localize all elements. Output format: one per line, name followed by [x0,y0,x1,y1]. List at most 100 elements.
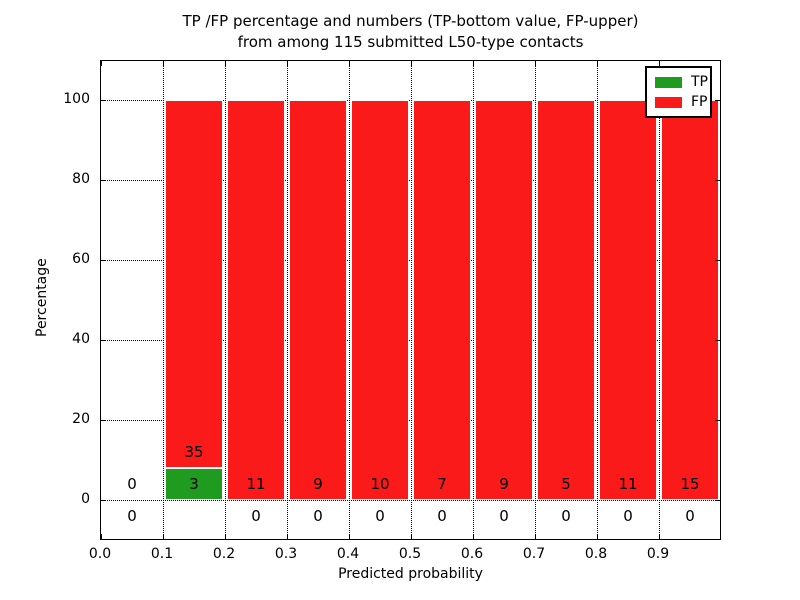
zero-gridline [101,500,720,501]
tp-count-label: 0 [313,507,323,525]
tp-count-label: 0 [561,507,571,525]
tp-count-label: 0 [623,507,633,525]
v-gridline [659,61,660,539]
y-tick [715,500,720,501]
tp-count-label: 0 [375,507,385,525]
fp-swatch-icon [655,96,682,108]
fp-count-label: 15 [680,475,700,493]
chart-title: TP /FP percentage and numbers (TP-bottom… [100,11,721,53]
y-tick [715,420,720,421]
fp-bar-segment [227,100,285,500]
y-tick [101,420,106,421]
x-tick [349,534,350,539]
chart-title-line2: from among 115 submitted L50-type contac… [237,33,584,51]
tp-count-label: 0 [499,507,509,525]
x-tick [287,534,288,539]
tp-count-label: 0 [127,507,137,525]
v-gridline [411,61,412,539]
fp-bar-segment [537,100,595,500]
x-tick [473,61,474,66]
x-tick-label: 0.5 [398,546,422,562]
fp-count-label: 0 [127,475,137,493]
x-tick [411,61,412,66]
y-tick-label: 40 [72,331,90,347]
v-gridline [597,61,598,539]
fp-count-label: 9 [499,475,509,493]
h-gridline [101,260,720,261]
y-tick [101,100,106,101]
v-gridline [225,61,226,539]
y-tick-label: 20 [72,411,90,427]
x-tick [535,61,536,66]
fp-count-label: 9 [313,475,323,493]
fp-bar-segment [475,100,533,500]
y-tick-label: 80 [72,171,90,187]
plot-area: TP FP 0 0 35 3 11 0 9 0 10 0 7 0 9 0 5 0 11 0 15 0 [100,60,721,540]
y-tick [715,100,720,101]
x-tick [535,534,536,539]
legend-item-tp: TP [655,72,710,92]
x-tick-label: 0.2 [212,546,236,562]
tp-count-label: 0 [437,507,447,525]
x-tick [287,61,288,66]
x-tick-label: 0.7 [522,546,546,562]
x-tick [597,61,598,66]
y-tick [715,340,720,341]
v-gridline [349,61,350,539]
x-tick [163,534,164,539]
legend-item-fp: FP [655,92,710,112]
y-tick [101,180,106,181]
x-tick [411,534,412,539]
v-gridline [535,61,536,539]
y-tick [101,260,106,261]
tp-count-label: 0 [251,507,261,525]
x-tick-label: 0.3 [274,546,298,562]
fp-bar-segment [351,100,409,500]
fp-count-label: 35 [184,443,204,462]
fp-count-label: 7 [437,475,447,493]
x-tick-label: 0.6 [460,546,484,562]
x-tick [349,61,350,66]
v-gridline [163,61,164,539]
fp-count-label: 11 [246,475,266,493]
v-gridline [287,61,288,539]
y-tick-label: 60 [72,251,90,267]
x-tick [225,61,226,66]
x-tick [163,61,164,66]
h-gridline [101,340,720,341]
h-gridline [101,180,720,181]
x-tick-label: 0.1 [150,546,174,562]
fp-bar-segment [289,100,347,500]
h-gridline [101,100,720,101]
fp-bar-segment [599,100,657,500]
x-tick-label: 0.8 [584,546,608,562]
legend: TP FP [645,66,712,118]
v-gridline [473,61,474,539]
x-tick [225,534,226,539]
chart-title-line1: TP /FP percentage and numbers (TP-bottom… [182,12,639,30]
x-tick [659,534,660,539]
legend-label-tp: TP [691,74,708,90]
x-tick [659,61,660,66]
fp-count-label: 5 [561,475,571,493]
fp-count-label: 11 [618,475,638,493]
y-tick-label: 0 [81,491,90,507]
x-tick [473,534,474,539]
x-tick [597,534,598,539]
x-tick-label: 0.0 [88,546,112,562]
tp-count-label: 3 [189,475,199,494]
y-tick [101,340,106,341]
x-tick [101,534,102,539]
tp-bar-segment [165,468,223,500]
h-gridline [101,420,720,421]
y-tick [715,260,720,261]
fp-count-label: 10 [370,475,390,493]
x-tick [101,61,102,66]
x-axis-label: Predicted probability [338,566,483,582]
tp-swatch-icon [655,76,682,88]
fp-bar-segment [661,100,719,500]
y-tick [101,500,106,501]
legend-label-fp: FP [691,94,708,110]
y-tick-label: 100 [63,91,90,107]
